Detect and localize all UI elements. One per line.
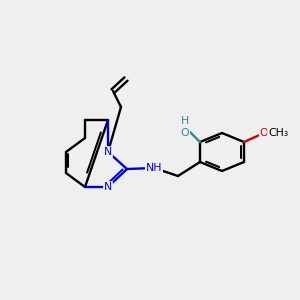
- Text: Nᴴ: Nᴴ: [148, 163, 160, 173]
- Text: N: N: [104, 147, 112, 157]
- Text: NH: NH: [146, 163, 162, 173]
- Text: N: N: [104, 182, 112, 192]
- Text: CH₃: CH₃: [268, 128, 288, 138]
- Text: O: O: [260, 128, 268, 138]
- Text: H
O: H O: [181, 116, 189, 138]
